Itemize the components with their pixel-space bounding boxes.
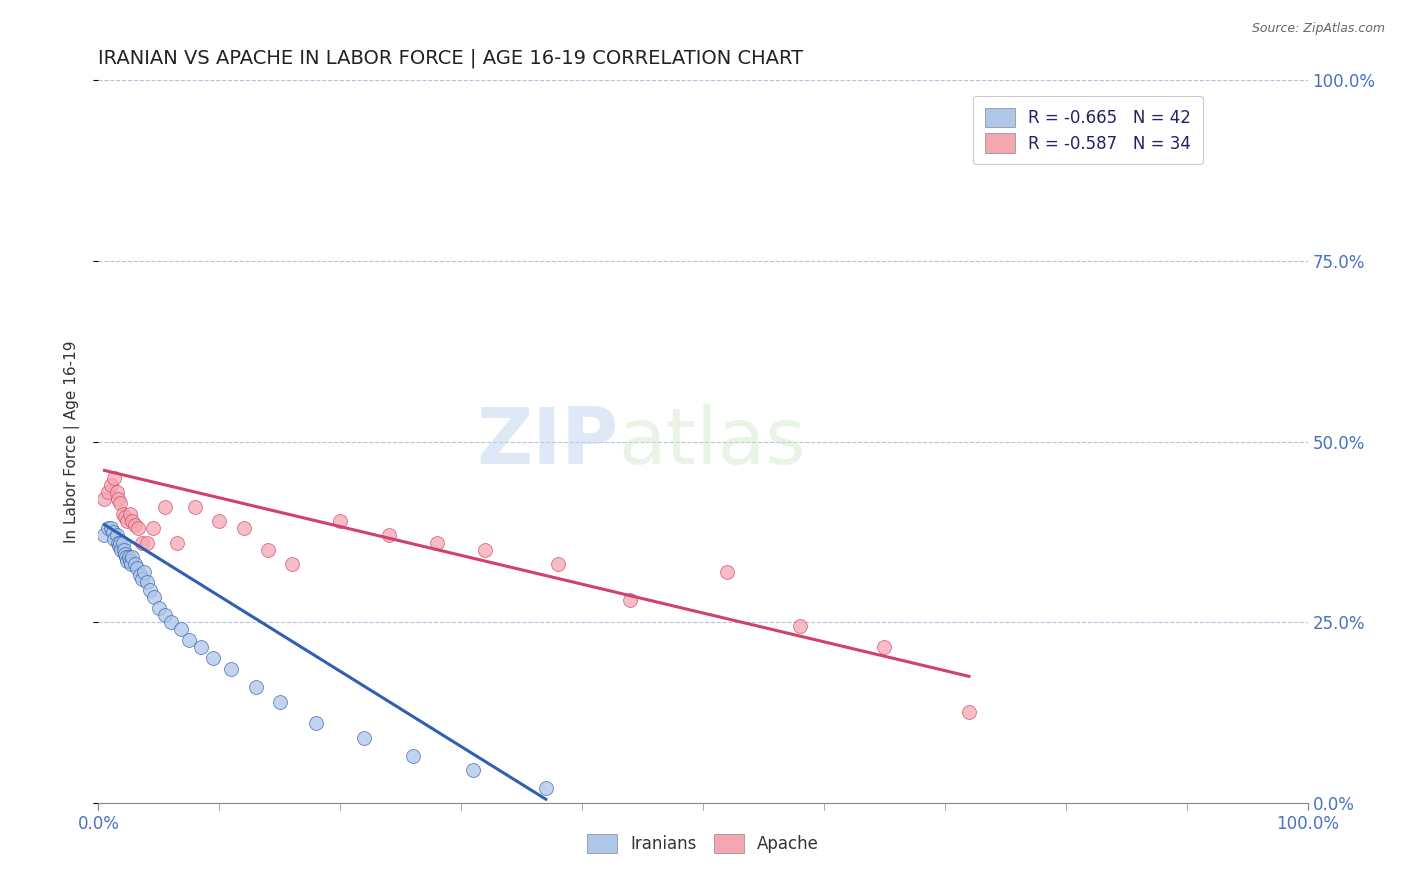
Point: [108, 539, 131, 553]
Point: [547, 558, 569, 572]
Point: [127, 561, 149, 575]
Point: [232, 521, 254, 535]
Point: [101, 524, 124, 539]
Point: [115, 550, 138, 565]
Point: [93, 528, 115, 542]
Point: [108, 496, 131, 510]
Point: [139, 582, 162, 597]
Point: [474, 542, 496, 557]
Point: [957, 706, 980, 720]
Point: [135, 575, 157, 590]
Point: [100, 521, 122, 535]
Point: [134, 565, 156, 579]
Text: ZIP: ZIP: [477, 403, 619, 480]
Point: [179, 633, 201, 648]
Point: [160, 615, 183, 630]
Point: [426, 535, 449, 549]
Point: [112, 542, 135, 557]
Point: [111, 507, 134, 521]
Point: [121, 550, 143, 565]
Point: [221, 662, 243, 676]
Point: [245, 680, 267, 694]
Point: [118, 550, 141, 565]
Point: [121, 514, 143, 528]
Point: [107, 535, 129, 549]
Point: [305, 716, 328, 731]
Text: atlas: atlas: [619, 403, 806, 480]
Point: [111, 535, 134, 549]
Point: [114, 547, 136, 561]
Point: [118, 554, 141, 568]
Legend: Iranians, Apache: Iranians, Apache: [581, 827, 825, 860]
Point: [97, 485, 120, 500]
Point: [377, 528, 399, 542]
Point: [716, 565, 738, 579]
Point: [108, 535, 131, 549]
Point: [107, 492, 129, 507]
Point: [353, 731, 375, 745]
Point: [135, 535, 157, 549]
Y-axis label: In Labor Force | Age 16-19: In Labor Force | Age 16-19: [63, 340, 80, 543]
Point: [202, 651, 225, 665]
Point: [97, 521, 120, 535]
Point: [256, 542, 278, 557]
Point: [789, 619, 811, 633]
Point: [142, 521, 165, 535]
Point: [105, 528, 128, 542]
Point: [143, 590, 166, 604]
Point: [117, 514, 139, 528]
Text: Source: ZipAtlas.com: Source: ZipAtlas.com: [1251, 22, 1385, 36]
Point: [148, 600, 170, 615]
Point: [281, 558, 304, 572]
Point: [873, 640, 896, 655]
Point: [402, 748, 425, 763]
Point: [190, 640, 212, 655]
Point: [153, 607, 176, 622]
Point: [127, 521, 149, 535]
Point: [184, 500, 207, 514]
Point: [208, 514, 231, 528]
Point: [128, 568, 150, 582]
Text: IRANIAN VS APACHE IN LABOR FORCE | AGE 16-19 CORRELATION CHART: IRANIAN VS APACHE IN LABOR FORCE | AGE 1…: [98, 48, 804, 68]
Point: [169, 623, 191, 637]
Point: [124, 517, 146, 532]
Point: [131, 572, 153, 586]
Point: [103, 470, 125, 484]
Point: [114, 510, 136, 524]
Point: [103, 532, 125, 546]
Point: [93, 492, 115, 507]
Point: [269, 695, 291, 709]
Point: [118, 507, 141, 521]
Point: [463, 764, 485, 778]
Point: [100, 478, 122, 492]
Point: [117, 554, 139, 568]
Point: [153, 500, 176, 514]
Point: [120, 558, 142, 572]
Point: [534, 781, 557, 796]
Point: [131, 535, 153, 549]
Point: [329, 514, 352, 528]
Point: [110, 542, 132, 557]
Point: [124, 558, 146, 572]
Point: [105, 485, 128, 500]
Point: [166, 535, 188, 549]
Point: [619, 593, 641, 607]
